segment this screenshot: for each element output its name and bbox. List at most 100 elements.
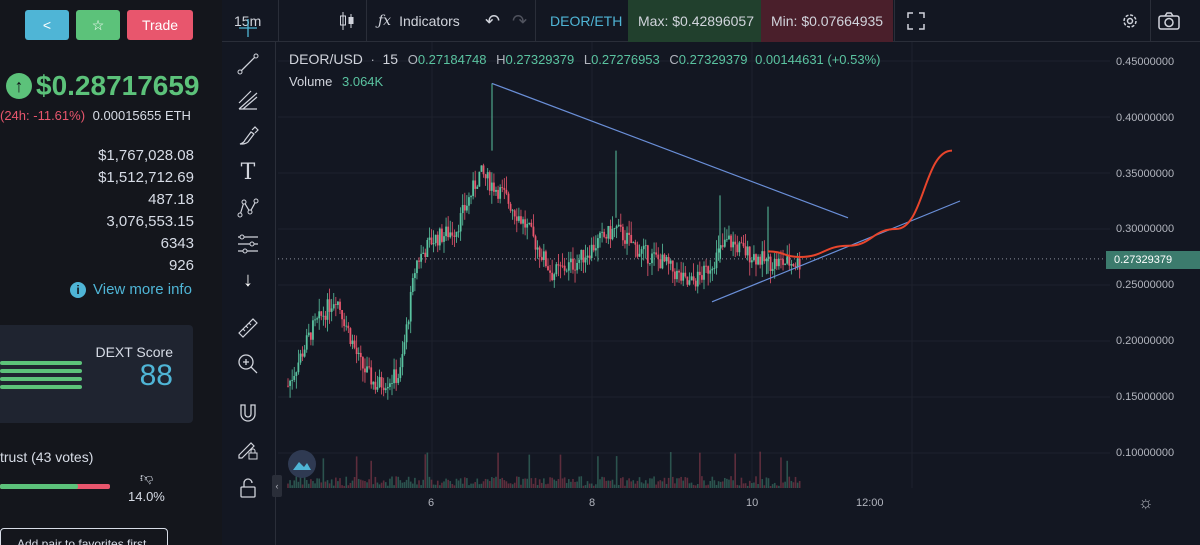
candle-body: [401, 354, 404, 368]
candle-body: [569, 258, 572, 263]
volume-bar: [688, 483, 691, 488]
magnet-icon[interactable]: [234, 398, 262, 426]
lock-drawing-icon[interactable]: [234, 436, 262, 464]
x-tick-label: 10: [746, 497, 759, 509]
prediction-icon[interactable]: [234, 230, 262, 258]
volume-bar: [603, 477, 605, 488]
candle-body: [736, 244, 739, 253]
candle-body: [572, 258, 574, 270]
volume-bar: [470, 483, 472, 488]
candle-body: [725, 239, 728, 241]
candle-body: [463, 204, 466, 211]
volume-bar: [360, 479, 362, 488]
stat-value: $1,767,028.08: [98, 147, 194, 164]
candle-body: [565, 270, 568, 272]
indicators-button[interactable]: ƒx Indicators: [378, 0, 460, 42]
current-price: $0.28717659: [36, 70, 200, 101]
text-tool-icon[interactable]: T: [240, 159, 256, 185]
volume-bar: [439, 485, 441, 488]
volume-bar: [287, 483, 289, 488]
candle-body: [374, 381, 377, 390]
y-tick-label: 0.30000000: [1116, 223, 1175, 235]
trade-button[interactable]: Trade: [127, 10, 193, 40]
trendline-upper: [491, 82, 849, 219]
volume-bar: [412, 483, 414, 488]
candle-body: [661, 254, 664, 269]
candle-body: [580, 249, 583, 260]
candle-body: [711, 268, 714, 271]
volume-bar: [414, 477, 416, 488]
candle-body: [403, 342, 406, 355]
volume-bar: [511, 484, 514, 488]
volume-bar: [461, 483, 464, 488]
candle-body: [551, 272, 554, 281]
view-more-info-link[interactable]: i View more info: [70, 281, 192, 298]
candle-body: [777, 258, 780, 267]
scale-settings-icon[interactable]: ☼: [1138, 493, 1154, 512]
volume-bar: [580, 476, 583, 488]
add-to-favorites-button[interactable]: Add pair to favorites first: [0, 528, 168, 545]
trust-bar-fill: [0, 484, 78, 489]
volume-bar: [316, 478, 318, 488]
volume-bar: [522, 478, 524, 488]
candle-body: [465, 205, 468, 211]
candle-body: [353, 340, 356, 348]
undo-icon[interactable]: ↶: [485, 10, 501, 31]
volume-bar: [293, 480, 296, 488]
trend-line-icon[interactable]: [234, 50, 262, 78]
redo-icon[interactable]: ↷: [512, 10, 528, 31]
volume-bar: [516, 476, 518, 488]
fib-tool-icon[interactable]: [234, 86, 262, 114]
pattern-icon[interactable]: [234, 194, 262, 222]
candle-body: [455, 231, 458, 237]
unlock-icon[interactable]: [234, 474, 262, 502]
candle-body: [582, 249, 585, 263]
volume-bar: [676, 478, 678, 488]
collapse-toolbar-button[interactable]: ‹: [272, 475, 282, 497]
ruler-icon[interactable]: [234, 314, 262, 342]
candle-body: [293, 375, 296, 380]
volume-bar: [597, 456, 599, 488]
crosshair-icon[interactable]: [234, 14, 262, 42]
candle-style-icon[interactable]: [339, 0, 355, 42]
camera-icon[interactable]: [1158, 0, 1180, 42]
volume-bar: [347, 485, 350, 488]
fullscreen-icon[interactable]: [907, 0, 925, 42]
pair-switch-button[interactable]: DEOR/ETH: [550, 13, 623, 29]
candle-body: [476, 186, 479, 189]
candle-body: [782, 259, 784, 265]
volume-bar: [721, 481, 724, 488]
chart-plot[interactable]: [278, 42, 1110, 488]
settings-gear-icon[interactable]: [1120, 0, 1140, 42]
candle-body: [574, 269, 576, 271]
candle-body: [478, 171, 481, 187]
thumbs-down-icon[interactable]: 👎︎: [140, 470, 154, 485]
candle-body: [436, 234, 439, 246]
dextools-logo[interactable]: [288, 450, 316, 478]
volume-bar: [382, 480, 385, 488]
volume-bar: [786, 460, 788, 488]
volume-bar: [480, 483, 483, 488]
candle-body: [576, 262, 579, 271]
zoom-in-icon[interactable]: [234, 350, 262, 378]
favorite-button[interactable]: ☆: [76, 10, 120, 40]
volume-bar: [773, 482, 776, 488]
y-tick-label: 0.45000000: [1116, 56, 1175, 68]
candle-body: [684, 272, 687, 277]
volume-bar: [678, 478, 680, 488]
candle-body: [567, 262, 570, 271]
trendline-lower: [711, 200, 961, 303]
candle-body: [378, 377, 381, 388]
volume-bar: [794, 476, 797, 488]
volume-bar: [459, 478, 462, 488]
volume-bar: [476, 478, 479, 488]
candle-body: [372, 381, 375, 385]
arrow-down-icon[interactable]: ↓: [243, 268, 253, 291]
candle-body: [528, 222, 531, 224]
volume-bar: [387, 485, 389, 488]
volume-bar: [353, 477, 356, 488]
y-tick-label: 0.20000000: [1116, 335, 1175, 347]
brush-icon[interactable]: [234, 122, 262, 150]
share-button[interactable]: <: [25, 10, 69, 40]
price-chart: [278, 42, 1110, 488]
